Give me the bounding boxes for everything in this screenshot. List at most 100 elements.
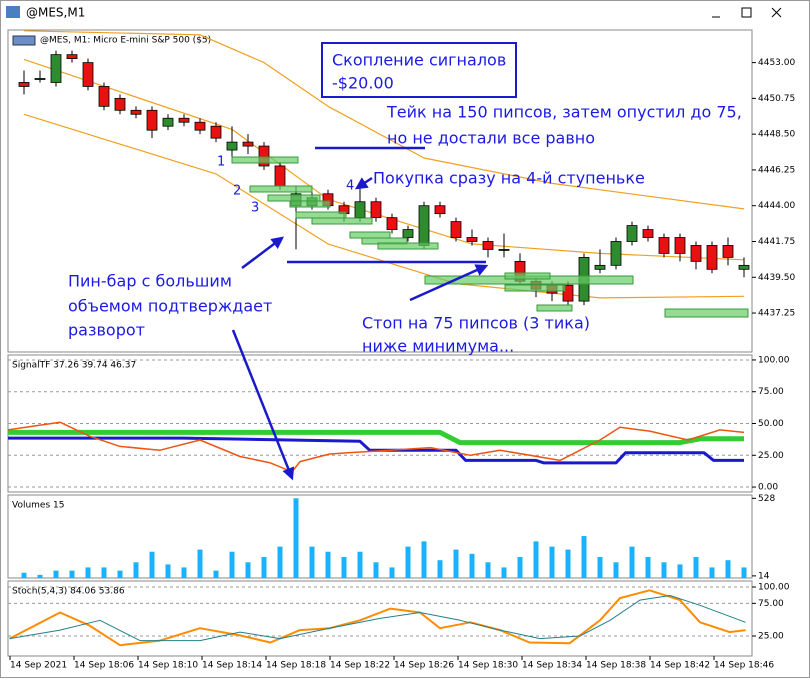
- window-title: @MES,M1: [26, 6, 85, 20]
- volume-bar: [565, 549, 571, 578]
- volume-bar: [181, 567, 187, 578]
- zone: [311, 217, 373, 225]
- zone: [289, 200, 331, 208]
- y-tick-label: 14: [758, 571, 770, 581]
- x-tick-label: 14 Sep 18:38: [586, 661, 646, 671]
- zone: [349, 231, 391, 239]
- candle-body: [738, 264, 750, 270]
- volume-bar: [69, 570, 75, 578]
- candle-body: [34, 78, 46, 80]
- volume-bar: [421, 541, 427, 578]
- volume-bar: [517, 557, 523, 578]
- volume-bar: [197, 549, 203, 578]
- volume-bar: [293, 498, 299, 578]
- volume-bar: [389, 567, 395, 578]
- volume-bar: [581, 536, 587, 578]
- annotation: объемом подтверждает: [68, 297, 272, 316]
- arrow: [409, 264, 489, 302]
- candle-body: [562, 284, 574, 302]
- maximize-button[interactable]: [741, 7, 752, 18]
- step-label: 3: [251, 201, 259, 216]
- volume-bar: [357, 551, 363, 578]
- candle-body: [418, 205, 430, 246]
- x-tick-label: 14 Sep 18:46: [714, 661, 774, 671]
- candle-body: [274, 165, 286, 187]
- volume-bar: [325, 551, 331, 578]
- candle-body: [226, 141, 238, 151]
- volume-bar: [309, 546, 315, 578]
- volume-bar: [597, 557, 603, 578]
- volume-bar: [437, 560, 443, 578]
- arrow: [354, 176, 373, 190]
- line: [7, 421, 745, 473]
- step-label: 1: [217, 155, 225, 170]
- candle-body: [610, 241, 622, 266]
- annotation: -$20.00: [332, 74, 394, 93]
- volume-bar: [469, 553, 475, 578]
- y-tick-label: 4441.75: [758, 237, 795, 247]
- candle-body: [482, 241, 494, 250]
- line: [8, 436, 744, 465]
- y-tick-label: 75.00: [758, 599, 784, 609]
- symbol-icon: [12, 35, 36, 46]
- candle-body: [162, 117, 174, 127]
- volume-bar: [501, 567, 507, 578]
- x-tick-label: 14 Sep 18:14: [202, 661, 262, 671]
- annotations: Скопление сигналов -$20.00 Тейк на 150 п…: [68, 42, 742, 481]
- close-button[interactable]: [771, 7, 782, 18]
- x-tick-label: 14 Sep 18:06: [74, 661, 134, 671]
- volume-bar: [405, 546, 411, 578]
- y-tick-label: 100.00: [758, 583, 790, 593]
- y-tick-label: 4448.50: [758, 130, 795, 140]
- volume-bar: [677, 564, 683, 578]
- x-tick-label: 14 Sep 18:34: [522, 661, 582, 671]
- candle-body: [706, 245, 718, 270]
- volume-bar: [709, 567, 715, 578]
- volume-bar: [37, 574, 43, 578]
- volume-bar: [485, 562, 491, 578]
- line: [23, 58, 745, 261]
- step-label: 2: [233, 184, 241, 199]
- y-tick-label: 25.00: [758, 632, 784, 642]
- annotation-box: [321, 42, 517, 98]
- panel-frame: [7, 494, 753, 579]
- annotation: Тейк на 150 пипсов, затем опустил до 75,: [386, 103, 742, 122]
- annotation: Пин-бар с большим: [68, 272, 232, 291]
- candle-body: [402, 229, 414, 238]
- volume-bar: [341, 557, 347, 578]
- volume-bar: [693, 557, 699, 578]
- candle-body: [82, 62, 94, 87]
- volume-bar: [261, 557, 267, 578]
- candle-body: [194, 121, 206, 131]
- volume-bar: [149, 551, 155, 578]
- title-bar: @MES,M1: [6, 6, 782, 20]
- x-tick-label: 14 Sep 18:42: [650, 661, 710, 671]
- zone: [536, 304, 573, 312]
- annotation: ниже минимума...: [362, 337, 514, 356]
- zone: [377, 242, 439, 250]
- volume-bar: [373, 562, 379, 578]
- app-icon: [6, 6, 20, 18]
- candle-body: [66, 54, 78, 60]
- volume-bar: [53, 570, 59, 578]
- signal-zones: [231, 156, 749, 318]
- candle-body: [130, 109, 142, 115]
- candle-body: [434, 205, 446, 215]
- step-label: 4: [346, 179, 354, 194]
- volume-bar: [117, 570, 123, 578]
- volume-bar: [549, 546, 555, 578]
- y-tick-label: 50.00: [758, 419, 784, 429]
- volume-bar: [645, 557, 651, 578]
- volume-bar: [741, 567, 747, 578]
- volume-bar: [277, 546, 283, 578]
- candle-body: [642, 229, 654, 238]
- x-tick-label: 14 Sep 18:18: [266, 661, 326, 671]
- y-tick-label: 4450.75: [758, 94, 795, 104]
- zone: [295, 211, 347, 219]
- candle-body: [146, 109, 158, 131]
- candle-body: [466, 237, 478, 242]
- volume-bar: [165, 564, 171, 578]
- y-tick-label: 4453.00: [758, 58, 795, 68]
- y-tick-label: 4437.25: [758, 309, 795, 319]
- candle-body: [50, 54, 62, 83]
